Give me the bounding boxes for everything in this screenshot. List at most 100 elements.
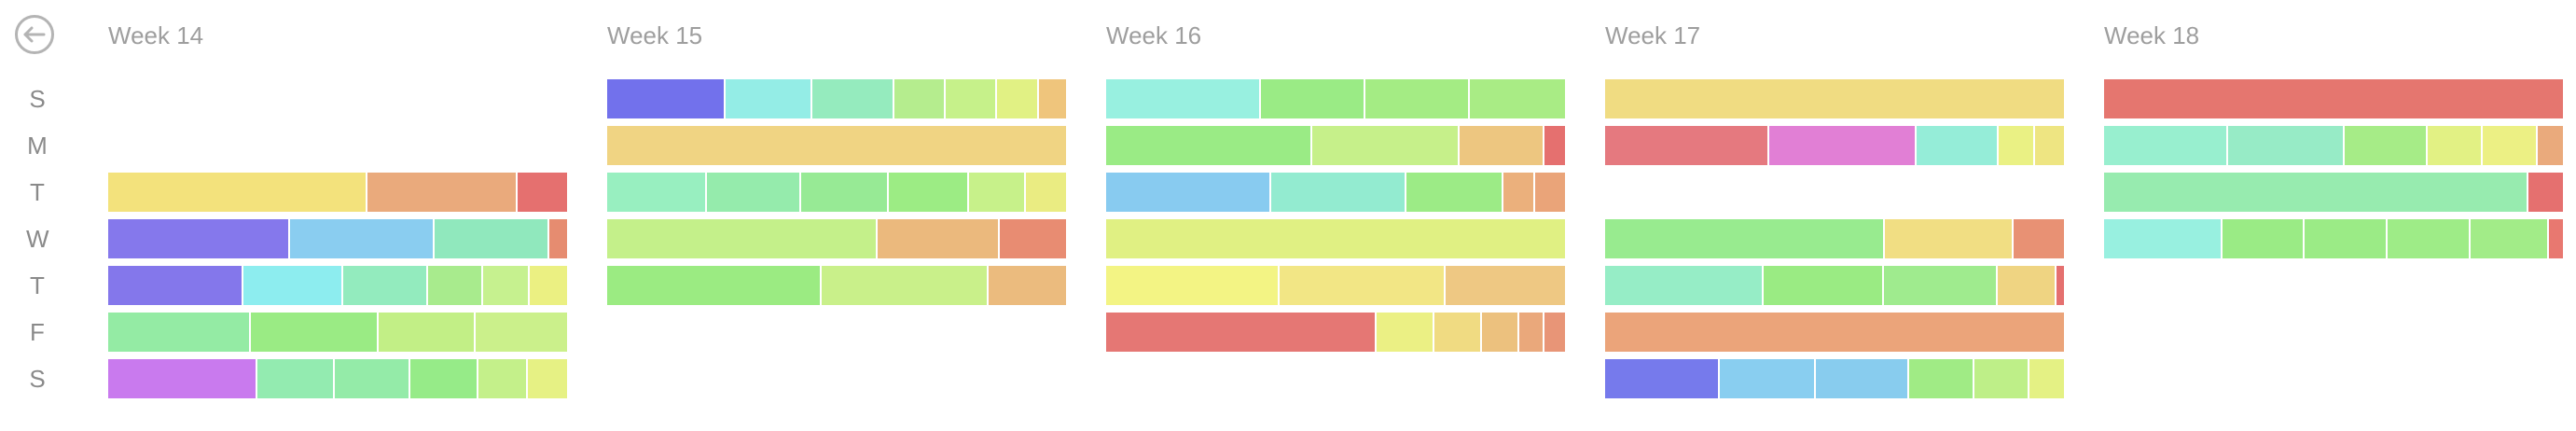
day-bar-sun[interactable] — [2104, 79, 2563, 118]
activity-segment[interactable] — [243, 266, 341, 305]
activity-segment[interactable] — [1280, 266, 1444, 305]
activity-segment[interactable] — [335, 359, 409, 398]
activity-segment[interactable] — [518, 173, 567, 212]
activity-segment[interactable] — [1720, 359, 1814, 398]
activity-segment[interactable] — [2014, 219, 2064, 258]
activity-segment[interactable] — [1535, 173, 1565, 212]
day-bar-tue[interactable] — [2104, 173, 2563, 212]
activity-segment[interactable] — [410, 359, 477, 398]
activity-segment[interactable] — [2057, 266, 2064, 305]
day-bar-mon[interactable] — [607, 126, 1066, 165]
activity-segment[interactable] — [2104, 173, 2527, 212]
activity-segment[interactable] — [528, 359, 567, 398]
day-bar-wed[interactable] — [108, 219, 567, 258]
day-bar-fri[interactable] — [108, 313, 567, 352]
activity-segment[interactable] — [1482, 313, 1517, 352]
activity-segment[interactable] — [1106, 313, 1375, 352]
activity-segment[interactable] — [108, 313, 249, 352]
activity-segment[interactable] — [812, 79, 893, 118]
activity-segment[interactable] — [1106, 79, 1259, 118]
activity-segment[interactable] — [607, 266, 820, 305]
day-bar-sat[interactable] — [1605, 359, 2064, 398]
day-bar-thu[interactable] — [607, 266, 1066, 305]
activity-segment[interactable] — [1816, 359, 1907, 398]
activity-segment[interactable] — [2483, 126, 2536, 165]
day-bar-tue[interactable] — [607, 173, 1066, 212]
day-bar-thu[interactable] — [108, 266, 567, 305]
day-bar-thu[interactable] — [1106, 266, 1565, 305]
activity-segment[interactable] — [1519, 313, 1543, 352]
activity-segment[interactable] — [2035, 126, 2064, 165]
activity-segment[interactable] — [1470, 79, 1565, 118]
activity-segment[interactable] — [946, 79, 995, 118]
activity-segment[interactable] — [2305, 219, 2386, 258]
activity-segment[interactable] — [1909, 359, 1973, 398]
day-bar-wed[interactable] — [607, 219, 1066, 258]
activity-segment[interactable] — [969, 173, 1024, 212]
activity-segment[interactable] — [483, 266, 528, 305]
day-bar-tue[interactable] — [1106, 173, 1565, 212]
activity-segment[interactable] — [1026, 173, 1066, 212]
activity-segment[interactable] — [2538, 126, 2563, 165]
activity-segment[interactable] — [2471, 219, 2547, 258]
activity-segment[interactable] — [290, 219, 433, 258]
activity-segment[interactable] — [1885, 219, 2012, 258]
day-bar-mon[interactable] — [2104, 126, 2563, 165]
back-button[interactable] — [15, 15, 54, 54]
activity-segment[interactable] — [2549, 219, 2563, 258]
activity-segment[interactable] — [1605, 126, 1767, 165]
day-bar-sun[interactable] — [1605, 79, 2064, 118]
day-bar-thu[interactable] — [1605, 266, 2064, 305]
activity-segment[interactable] — [108, 359, 256, 398]
activity-segment[interactable] — [1605, 313, 2064, 352]
activity-segment[interactable] — [549, 219, 567, 258]
activity-segment[interactable] — [707, 173, 799, 212]
activity-segment[interactable] — [1365, 79, 1468, 118]
activity-segment[interactable] — [1446, 266, 1565, 305]
activity-segment[interactable] — [478, 359, 526, 398]
activity-segment[interactable] — [878, 219, 998, 258]
activity-segment[interactable] — [1312, 126, 1458, 165]
day-bar-mon[interactable] — [1106, 126, 1565, 165]
day-bar-sun[interactable] — [607, 79, 1066, 118]
activity-segment[interactable] — [2228, 126, 2343, 165]
day-bar-fri[interactable] — [1605, 313, 2064, 352]
activity-segment[interactable] — [1106, 126, 1310, 165]
activity-segment[interactable] — [367, 173, 516, 212]
day-bar-wed[interactable] — [2104, 219, 2563, 258]
activity-segment[interactable] — [1764, 266, 1882, 305]
activity-segment[interactable] — [1884, 266, 1996, 305]
activity-segment[interactable] — [1605, 219, 1883, 258]
activity-segment[interactable] — [2345, 126, 2426, 165]
activity-segment[interactable] — [889, 173, 967, 212]
activity-segment[interactable] — [1406, 173, 1502, 212]
day-bar-sat[interactable] — [108, 359, 567, 398]
activity-segment[interactable] — [1460, 126, 1543, 165]
activity-segment[interactable] — [2029, 359, 2064, 398]
activity-segment[interactable] — [1000, 219, 1066, 258]
activity-segment[interactable] — [108, 173, 366, 212]
activity-segment[interactable] — [894, 79, 944, 118]
activity-segment[interactable] — [476, 313, 567, 352]
activity-segment[interactable] — [607, 219, 876, 258]
activity-segment[interactable] — [108, 219, 288, 258]
activity-segment[interactable] — [1544, 126, 1565, 165]
day-bar-fri[interactable] — [1106, 313, 1565, 352]
activity-segment[interactable] — [726, 79, 810, 118]
day-bar-wed[interactable] — [1605, 219, 2064, 258]
activity-segment[interactable] — [530, 266, 567, 305]
day-bar-mon[interactable] — [1605, 126, 2064, 165]
activity-segment[interactable] — [2223, 219, 2303, 258]
activity-segment[interactable] — [607, 173, 705, 212]
activity-segment[interactable] — [822, 266, 987, 305]
activity-segment[interactable] — [1039, 79, 1066, 118]
activity-segment[interactable] — [1917, 126, 1997, 165]
activity-segment[interactable] — [1106, 266, 1278, 305]
activity-segment[interactable] — [1261, 79, 1364, 118]
activity-segment[interactable] — [1998, 266, 2055, 305]
activity-segment[interactable] — [1605, 266, 1762, 305]
activity-segment[interactable] — [251, 313, 377, 352]
activity-segment[interactable] — [607, 79, 724, 118]
day-bar-sun[interactable] — [1106, 79, 1565, 118]
activity-segment[interactable] — [2428, 126, 2481, 165]
